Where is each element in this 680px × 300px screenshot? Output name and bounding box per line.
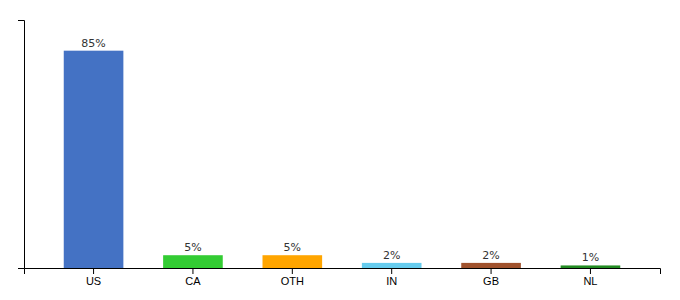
x-axis: US CA OTH IN GB NL <box>25 268 661 287</box>
bar <box>561 265 621 268</box>
x-tick-label: GB <box>483 275 499 287</box>
x-tick: NL <box>583 268 597 287</box>
bars <box>64 51 621 268</box>
bar <box>362 263 422 268</box>
x-axis-line <box>25 269 661 275</box>
bar <box>64 51 124 268</box>
y-axis-line <box>18 21 25 269</box>
x-tick: OTH <box>281 268 304 287</box>
x-tick-label: US <box>86 275 101 287</box>
x-tick-mark <box>391 268 392 274</box>
x-tick-mark <box>491 268 492 274</box>
plot: US CA OTH IN GB NL 85% 5% 5% 2% 2% 1% <box>18 21 661 287</box>
bar <box>461 263 521 268</box>
x-tick-mark <box>93 268 94 274</box>
x-tick-mark <box>292 268 293 274</box>
data-label: 2% <box>383 249 400 262</box>
bar <box>263 255 323 268</box>
bar <box>163 255 223 268</box>
data-label: 85% <box>81 37 105 50</box>
x-tick: GB <box>483 268 499 287</box>
x-tick-mark <box>192 268 193 274</box>
data-label: 5% <box>184 241 201 254</box>
data-label: 2% <box>482 249 499 262</box>
y-axis <box>18 21 25 269</box>
x-tick-label: CA <box>185 275 201 287</box>
data-label: 5% <box>284 241 301 254</box>
x-tick: CA <box>185 268 201 287</box>
data-labels: 85% 5% 5% 2% 2% 1% <box>81 37 599 265</box>
x-tick-label: IN <box>386 275 397 287</box>
x-tick-label: NL <box>583 275 597 287</box>
x-tick: IN <box>386 268 397 287</box>
chart: US CA OTH IN GB NL 85% 5% 5% 2% 2% 1% <box>0 0 680 300</box>
data-label: 1% <box>582 251 599 264</box>
x-tick-mark <box>590 268 591 274</box>
x-tick-label: OTH <box>281 275 304 287</box>
x-tick: US <box>86 268 101 287</box>
